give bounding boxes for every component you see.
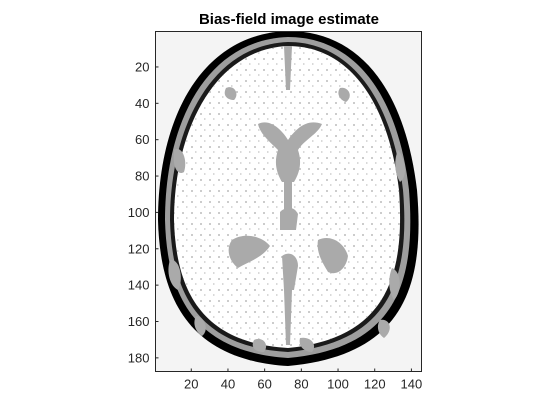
axes-box xyxy=(155,31,422,372)
x-tick-label: 120 xyxy=(364,377,386,392)
x-tick-label: 100 xyxy=(327,377,349,392)
y-tick-label: 20 xyxy=(135,59,149,74)
gray-matter-regions xyxy=(168,46,406,352)
x-axis: 20 40 60 80 100 120 140 xyxy=(184,368,423,392)
x-tick-label: 40 xyxy=(221,377,235,392)
y-axis: 20 40 60 80 100 120 140 160 180 xyxy=(128,59,159,365)
x-tick-label: 80 xyxy=(294,377,308,392)
brain-image xyxy=(155,31,422,372)
y-tick-label: 140 xyxy=(128,278,150,293)
x-tick-label: 60 xyxy=(257,377,271,392)
y-tick-label: 60 xyxy=(135,132,149,147)
y-tick-label: 40 xyxy=(135,96,149,111)
y-tick-label: 160 xyxy=(128,314,150,329)
x-tick-label: 140 xyxy=(401,377,423,392)
y-tick-label: 120 xyxy=(128,241,150,256)
y-tick-label: 180 xyxy=(128,350,150,365)
x-tick-label: 20 xyxy=(184,377,198,392)
y-tick-label: 100 xyxy=(128,205,150,220)
figure-title: Bias-field image estimate xyxy=(199,11,379,28)
y-tick-label: 80 xyxy=(135,169,149,184)
